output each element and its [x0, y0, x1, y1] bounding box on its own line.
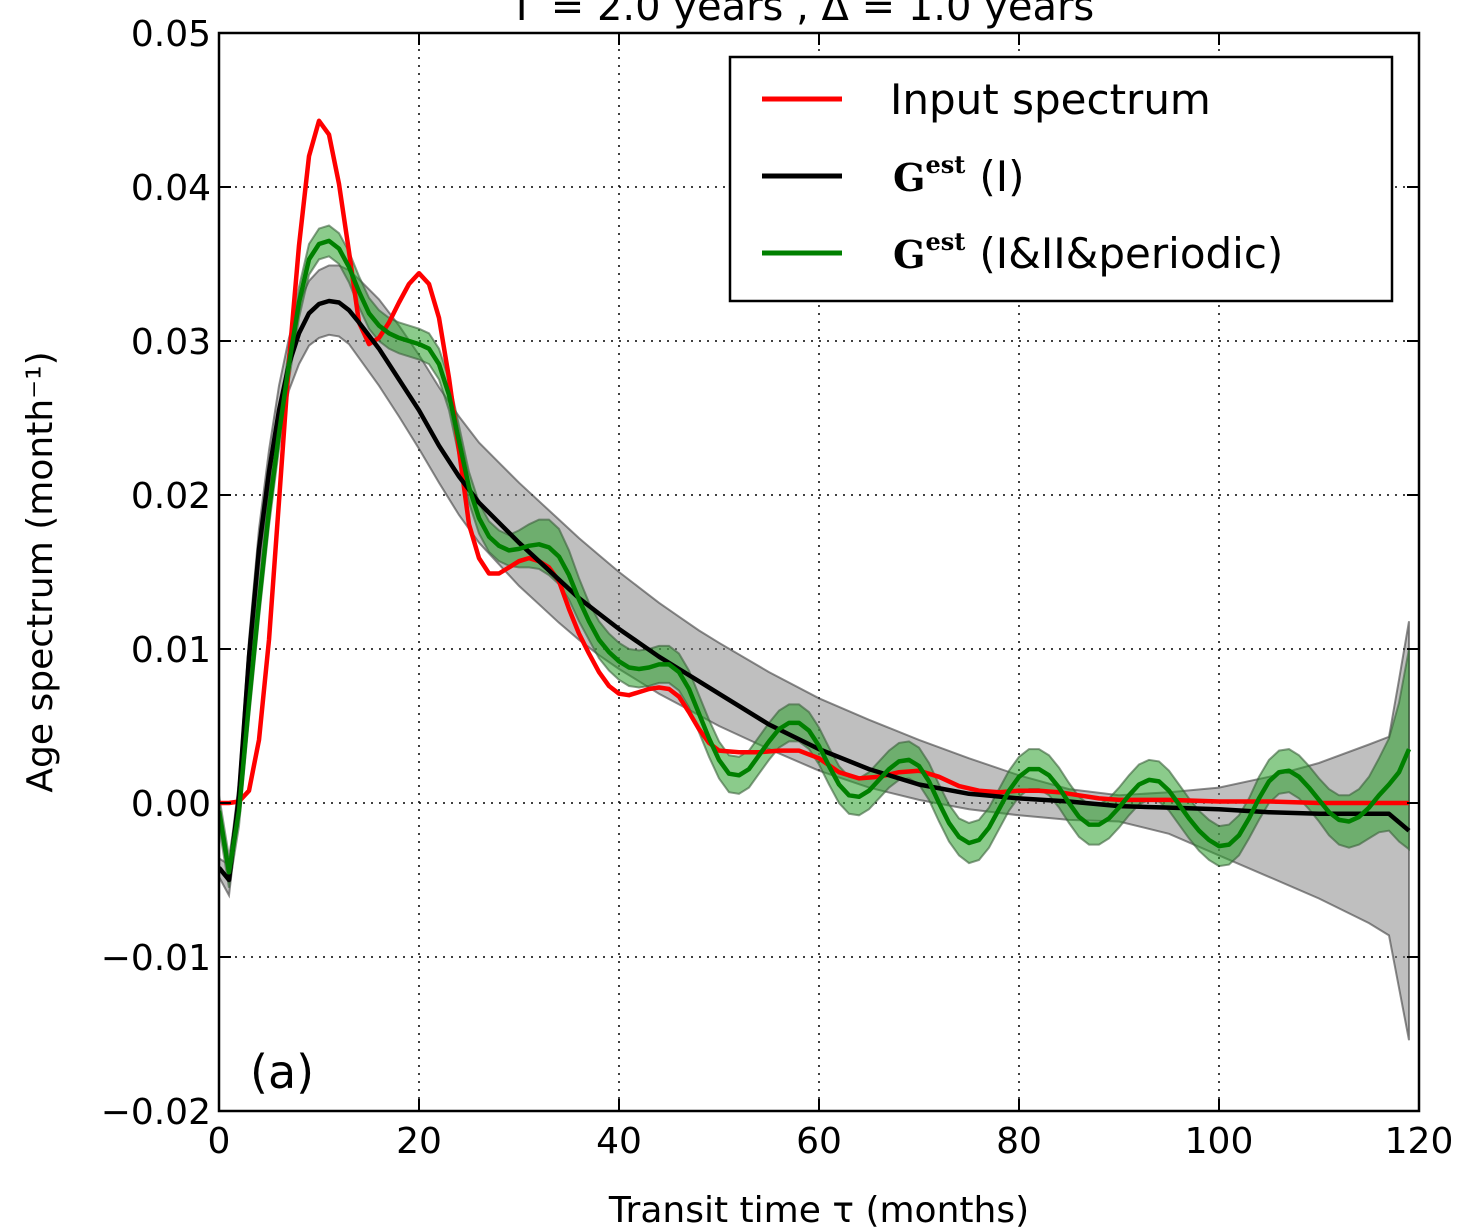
- y-tick-label: 0.02: [131, 476, 211, 517]
- y-tick-label: 0.04: [131, 168, 211, 209]
- x-tick-label: 20: [396, 1121, 442, 1162]
- x-tick-label: 60: [796, 1121, 842, 1162]
- y-axis-label: Age spectrum (month⁻¹): [20, 351, 61, 792]
- y-tick-label: 0.03: [131, 322, 211, 363]
- legend-g-bold: G: [893, 155, 925, 200]
- x-tick-label: 40: [596, 1121, 642, 1162]
- x-tick-label: 0: [208, 1121, 231, 1162]
- series-line-input-spectrum: [219, 118, 1409, 806]
- legend-suffix: (I&II&periodic): [979, 229, 1283, 278]
- legend-sup-est: est: [925, 150, 965, 179]
- series-line-gest-periodic: [219, 238, 1412, 875]
- panel-label: (a): [250, 1045, 314, 1099]
- x-tick-label: 120: [1385, 1121, 1454, 1162]
- gray-uncertainty-band: [219, 264, 1410, 1041]
- legend: Input spectrum Gest (I) Gest (I&II&periodi…: [728, 55, 1394, 303]
- legend-entry-input-spectrum: Input spectrum: [890, 75, 1211, 124]
- ticks: 0 20 40 60 80 100 120 −0.02 −0.01 0.00 0.01 0.02 0.0…: [101, 14, 1454, 1162]
- legend-suffix: (I): [979, 152, 1024, 201]
- legend-sup-est: est: [925, 227, 965, 256]
- legend-entry-gest-periodic: Gest (I&II&periodic): [893, 227, 1283, 278]
- y-tick-label: 0.05: [131, 14, 211, 55]
- y-tick-label: 0.01: [131, 630, 211, 671]
- y-tick-label: −0.02: [101, 1092, 211, 1133]
- x-tick-label: 80: [996, 1121, 1042, 1162]
- chart-title: Γ = 2.0 years , Δ = 1.0 years: [516, 0, 1095, 30]
- x-tick-label: 100: [1185, 1121, 1254, 1162]
- series-line-gest-I: [219, 298, 1411, 883]
- legend-g-bold: G: [893, 232, 925, 277]
- legend-entry-gest-I: Gest (I): [893, 150, 1025, 201]
- y-tick-label: −0.01: [101, 938, 211, 979]
- y-tick-label: 0.00: [131, 784, 211, 825]
- x-axis-label: Transit time τ (months): [608, 1190, 1029, 1231]
